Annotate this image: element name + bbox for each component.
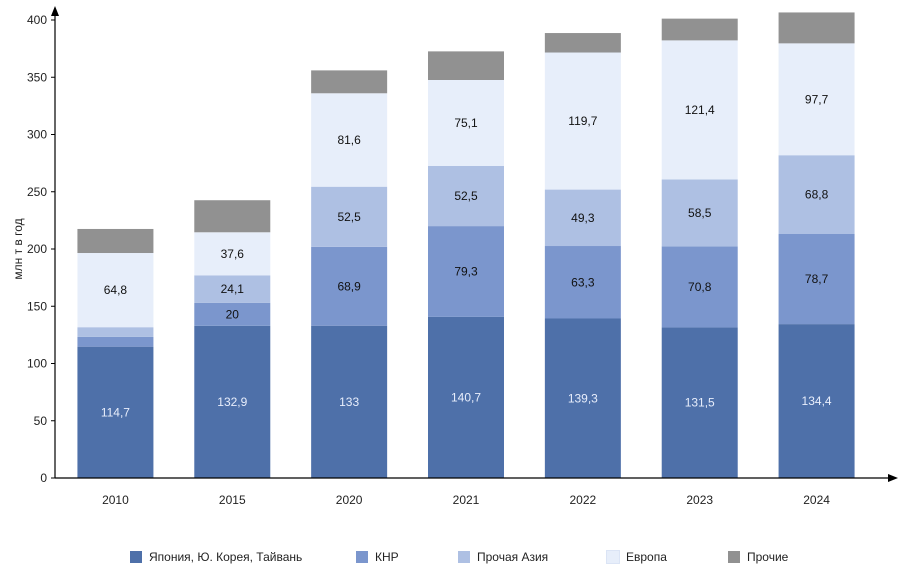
data-label: 132,9 <box>217 395 247 409</box>
data-label: 97,7 <box>805 92 829 106</box>
bar-segment <box>311 325 388 478</box>
legend-swatch <box>606 550 620 564</box>
data-label: 140,7 <box>451 390 481 404</box>
bar-segment <box>661 18 738 41</box>
data-label: 81,6 <box>337 133 361 147</box>
bar-segment <box>311 70 388 94</box>
bar-segment <box>77 327 154 337</box>
bar-segment <box>544 52 621 190</box>
data-label: 78,7 <box>805 272 829 286</box>
bar-segment <box>77 253 154 328</box>
bar-segment <box>661 327 738 478</box>
data-label: 24,1 <box>221 282 245 296</box>
legend-label: Европа <box>626 550 667 564</box>
y-tick-label: 250 <box>27 185 47 199</box>
bar-segment <box>194 302 271 326</box>
bar-segment <box>428 165 504 227</box>
data-label: 37,6 <box>221 247 245 261</box>
data-label: 131,5 <box>685 396 715 410</box>
data-label: 49,3 <box>571 211 595 225</box>
legend-item: Европа <box>606 550 667 564</box>
data-label: 70,8 <box>688 280 712 294</box>
bar-segment <box>77 346 154 478</box>
bar-segment <box>544 189 621 247</box>
legend-item: Прочие <box>728 550 788 564</box>
bar-segment <box>194 232 271 276</box>
bar-segment <box>778 43 855 156</box>
data-label: 68,8 <box>805 188 829 202</box>
legend-swatch <box>130 551 142 563</box>
x-tick-label: 2021 <box>453 493 480 507</box>
y-axis-arrow <box>51 6 59 16</box>
data-label: 52,5 <box>337 210 361 224</box>
data-label: 52,5 <box>454 189 478 203</box>
bar-segment <box>544 318 621 478</box>
data-label: 114,7 <box>101 405 130 419</box>
bar-segment <box>428 316 504 478</box>
x-tick-label: 2010 <box>102 493 129 507</box>
legend-label: КНР <box>375 550 399 564</box>
y-tick-label: 100 <box>27 357 47 371</box>
y-tick-label: 0 <box>40 471 47 485</box>
data-label: 75,1 <box>454 116 478 130</box>
bar-segment <box>311 246 388 326</box>
data-label: 68,9 <box>337 279 361 293</box>
legend-swatch <box>458 551 470 563</box>
data-label: 63,3 <box>571 275 595 289</box>
bar-segment <box>194 200 271 233</box>
legend-label: Прочая Азия <box>477 550 549 564</box>
y-tick-label: 200 <box>27 242 47 256</box>
x-axis-arrow <box>888 474 898 482</box>
legend-item: Прочая Азия <box>458 550 548 564</box>
bar-segment <box>428 79 504 166</box>
x-tick-label: 2020 <box>336 493 363 507</box>
y-tick-label: 350 <box>27 70 47 84</box>
y-tick-label: 300 <box>27 128 47 142</box>
legend-label: Прочие <box>747 550 789 564</box>
bar-segment <box>778 234 855 325</box>
data-label: 58,5 <box>688 206 712 220</box>
stacked-bar-chart: 0 50 100 150 200 250 300 350 400 млн т в год 114,7… <box>11 6 898 507</box>
data-label: 20 <box>226 307 240 321</box>
bar-segment <box>661 40 738 180</box>
bar-segment <box>77 336 154 347</box>
data-label: 119,7 <box>568 114 597 128</box>
bar-segment <box>311 93 388 187</box>
y-tick-label: 50 <box>34 414 48 428</box>
legend-swatch <box>356 551 368 563</box>
data-label: 133 <box>339 395 359 409</box>
data-label: 139,3 <box>568 391 598 405</box>
x-tick-label: 2015 <box>219 493 246 507</box>
legend-label: Япония, Ю. Корея, Тайвань <box>149 550 303 564</box>
bar-segment <box>77 228 154 254</box>
y-tick-label: 400 <box>27 13 47 27</box>
legend-item: Япония, Ю. Корея, Тайвань <box>130 550 302 564</box>
bar-segment <box>428 226 504 317</box>
data-label: 79,3 <box>454 264 478 278</box>
y-tick-label: 150 <box>27 299 47 313</box>
bar-segment <box>778 12 855 44</box>
bar-segment <box>194 275 271 303</box>
data-label: 134,4 <box>802 394 832 408</box>
legend: Япония, Ю. Корея, Тайвань КНР Прочая Азия Е… <box>0 550 906 572</box>
bar-segment <box>778 155 855 235</box>
data-label: 64,8 <box>104 283 128 297</box>
x-tick-label: 2022 <box>570 493 597 507</box>
data-label: 121,4 <box>685 103 715 117</box>
x-tick-label: 2023 <box>686 493 713 507</box>
bar-segment <box>544 246 621 319</box>
x-tick-label: 2024 <box>803 493 830 507</box>
bar-segment <box>661 246 738 328</box>
bar-segment <box>778 324 855 478</box>
bar-segment <box>428 51 504 80</box>
y-axis-title: млн т в год <box>11 218 25 279</box>
legend-swatch <box>728 551 740 563</box>
legend-item: КНР <box>356 550 399 564</box>
bar-segment <box>544 33 621 53</box>
bar-segment <box>311 186 388 247</box>
bar-segment <box>194 325 271 478</box>
bar-segment <box>661 179 738 247</box>
